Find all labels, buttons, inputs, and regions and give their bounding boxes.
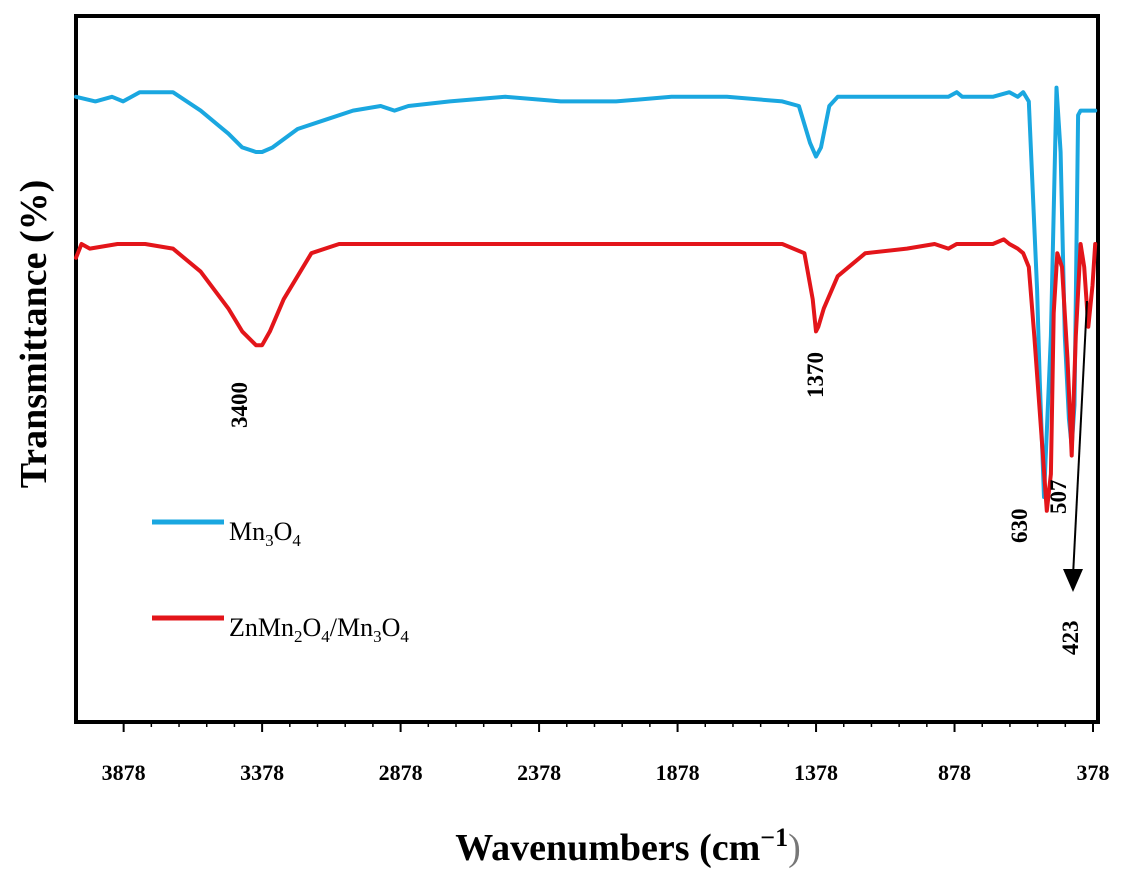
plot-frame — [74, 14, 1100, 724]
x-axis-title-main: Wavenumbers (cm — [455, 827, 760, 869]
series-line-znmn2o4-mn3o4 — [74, 237, 1098, 513]
arrow-423-shaft — [1072, 300, 1088, 577]
series-layer — [74, 85, 1098, 513]
peak-label-3400: 3400 — [227, 382, 252, 428]
series-line-mn3o4 — [74, 85, 1098, 499]
peak-label-1370: 1370 — [803, 352, 828, 398]
peak-label-507: 507 — [1046, 480, 1071, 515]
x-tick-label: 2878 — [379, 760, 423, 785]
x-tick-label: 3878 — [102, 760, 146, 785]
x-tick-label: 1378 — [794, 760, 838, 785]
peak-label-423: 423 — [1058, 621, 1083, 656]
legend-label-mn3o4: Mn3O4 — [229, 517, 301, 550]
arrow-423-head — [1063, 569, 1083, 592]
y-axis-title: Transmittance (%) — [13, 180, 55, 489]
legend-label-znmn2o4-mn3o4: ZnMn2O4/Mn3O4 — [229, 613, 409, 646]
x-tick-label: 878 — [938, 760, 971, 785]
x-axis-ticks: 3878 3378 2878 2378 1878 1378 878 378 — [102, 722, 1110, 785]
x-axis-title-close: ) — [788, 827, 801, 869]
x-tick-label: 3378 — [240, 760, 284, 785]
x-tick-label: 1878 — [656, 760, 700, 785]
x-tick-label: 2378 — [517, 760, 561, 785]
x-axis-title-sup: −1 — [760, 823, 788, 852]
peak-label-630: 630 — [1007, 509, 1032, 544]
x-tick-label: 378 — [1077, 760, 1110, 785]
x-axis-title: Wavenumbers (cm−1) — [455, 823, 801, 869]
